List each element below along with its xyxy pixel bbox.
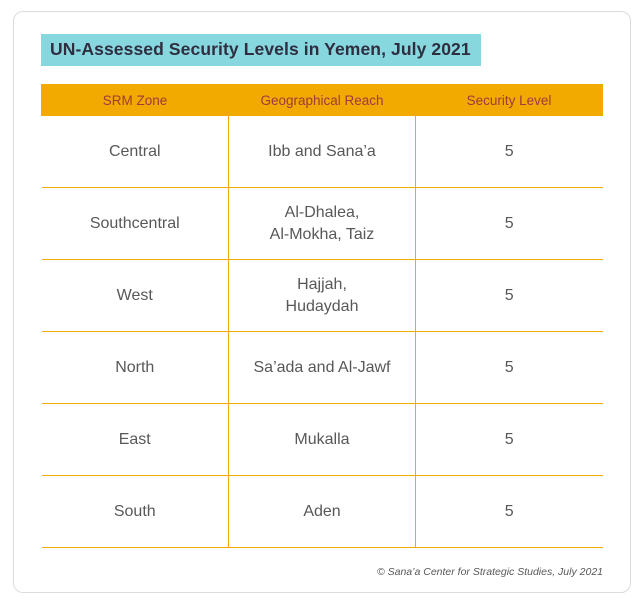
header-row: SRM Zone Geographical Reach Security Lev… (41, 84, 603, 116)
table-row: North Sa’ada and Al-Jawf 5 (41, 331, 603, 404)
table-row: West Hajjah, Hudaydah 5 (41, 259, 603, 332)
level-cell: 5 (415, 331, 603, 404)
zone-cell: East (41, 403, 229, 476)
reach-cell: Sa’ada and Al-Jawf (228, 331, 416, 404)
figure-card: UN-Assessed Security Levels in Yemen, Ju… (13, 11, 631, 593)
reach-cell: Mukalla (228, 403, 416, 476)
table-row: Southcentral Al-Dhalea, Al-Mokha, Taiz 5 (41, 187, 603, 260)
security-levels-table: SRM Zone Geographical Reach Security Lev… (41, 84, 603, 548)
zone-cell: North (41, 331, 229, 404)
reach-cell: Hajjah, Hudaydah (228, 259, 416, 332)
reach-cell: Ibb and Sana’a (228, 115, 416, 188)
table-body: Central Ibb and Sana’a 5 Southcentral Al… (41, 115, 603, 548)
header-cell-geographical-reach: Geographical Reach (228, 84, 416, 116)
reach-cell: Aden (228, 475, 416, 548)
level-cell: 5 (415, 115, 603, 188)
page-title: UN-Assessed Security Levels in Yemen, Ju… (41, 34, 481, 66)
table-header: SRM Zone Geographical Reach Security Lev… (41, 84, 603, 116)
level-cell: 5 (415, 187, 603, 260)
zone-cell: South (41, 475, 229, 548)
zone-cell: Southcentral (41, 187, 229, 260)
level-cell: 5 (415, 475, 603, 548)
reach-cell: Al-Dhalea, Al-Mokha, Taiz (228, 187, 416, 260)
table-row: South Aden 5 (41, 475, 603, 548)
level-cell: 5 (415, 259, 603, 332)
header-cell-security-level: Security Level (415, 84, 603, 116)
zone-cell: Central (41, 115, 229, 188)
header-cell-srm-zone: SRM Zone (41, 84, 229, 116)
zone-cell: West (41, 259, 229, 332)
title-line: UN-Assessed Security Levels in Yemen, Ju… (41, 34, 603, 66)
level-cell: 5 (415, 403, 603, 476)
table-row: East Mukalla 5 (41, 403, 603, 476)
footer-credit: © Sana’a Center for Strategic Studies, J… (376, 566, 603, 578)
table-row: Central Ibb and Sana’a 5 (41, 115, 603, 188)
